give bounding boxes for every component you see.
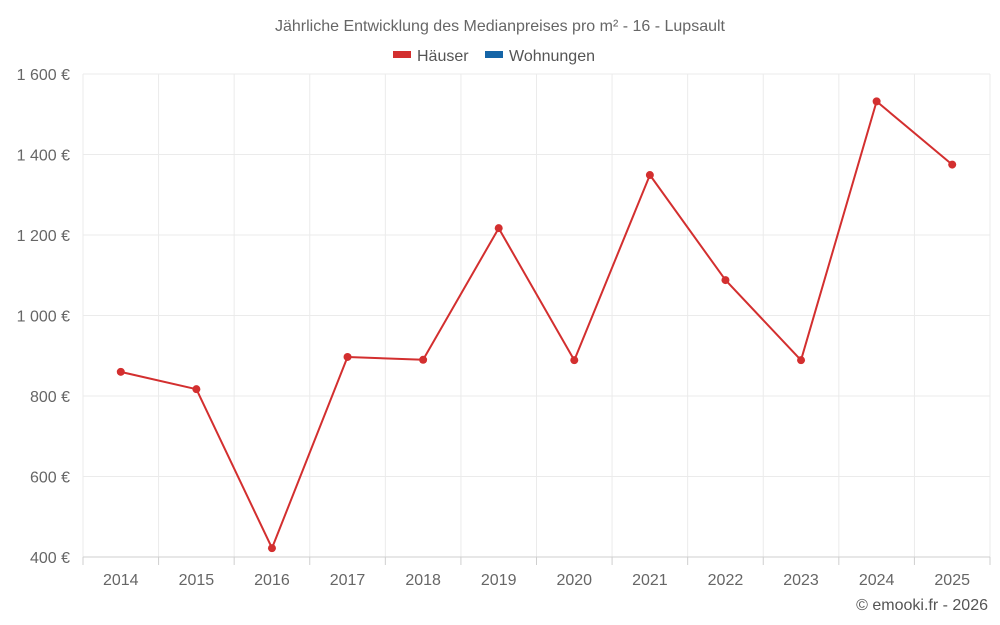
legend-item-wohnungen[interactable]: Wohnungen xyxy=(485,48,595,65)
y-tick-label: 400 € xyxy=(30,550,70,567)
series xyxy=(116,97,957,553)
x-tick-label: 2024 xyxy=(859,572,895,589)
legend-label-hauser: Häuser xyxy=(417,48,469,65)
x-tick-label: 2025 xyxy=(934,572,970,589)
data-point[interactable] xyxy=(192,385,201,394)
chart-title: Jährliche Entwicklung des Medianpreises … xyxy=(275,18,726,35)
x-tick-label: 2017 xyxy=(330,572,366,589)
x-tick-label: 2016 xyxy=(254,572,290,589)
series-line-hauser xyxy=(120,100,953,550)
x-tick-label: 2020 xyxy=(556,572,592,589)
data-point[interactable] xyxy=(645,171,654,180)
legend: Häuser Wohnungen xyxy=(393,48,595,65)
x-tick-label: 2018 xyxy=(405,572,441,589)
x-tick-label: 2014 xyxy=(103,572,139,589)
legend-item-hauser[interactable]: Häuser xyxy=(393,48,469,65)
legend-swatch-hauser xyxy=(393,51,411,58)
data-point[interactable] xyxy=(267,544,276,553)
data-point[interactable] xyxy=(116,367,125,376)
data-point[interactable] xyxy=(343,352,352,361)
x-axis-ticks: 2014 2015 2016 2017 2018 2019 2020 2021 2022 2023… xyxy=(103,572,970,589)
data-point[interactable] xyxy=(419,355,428,364)
data-point[interactable] xyxy=(872,97,881,106)
gridlines xyxy=(82,73,991,557)
x-tick-label: 2021 xyxy=(632,572,668,589)
credit-text: © emooki.fr - 2026 xyxy=(856,597,988,614)
y-tick-label: 1 600 € xyxy=(17,67,70,84)
axes xyxy=(82,556,991,565)
y-tick-label: 1 400 € xyxy=(17,148,70,165)
y-tick-label: 800 € xyxy=(30,389,70,406)
x-tick-label: 2022 xyxy=(708,572,744,589)
data-point[interactable] xyxy=(797,356,806,365)
data-point[interactable] xyxy=(494,224,503,233)
data-point[interactable] xyxy=(570,356,579,365)
y-tick-label: 1 200 € xyxy=(17,228,70,245)
x-tick-label: 2019 xyxy=(481,572,517,589)
y-tick-label: 600 € xyxy=(30,470,70,487)
x-tick-label: 2023 xyxy=(783,572,819,589)
legend-swatch-wohnungen xyxy=(485,51,503,58)
data-point[interactable] xyxy=(948,160,957,169)
x-tick-label: 2015 xyxy=(179,572,215,589)
legend-label-wohnungen: Wohnungen xyxy=(509,48,595,65)
y-axis-ticks: 400 € 600 € 800 € 1 000 € 1 200 € 1 400 € 1 60… xyxy=(17,67,70,567)
y-tick-label: 1 000 € xyxy=(17,309,70,326)
data-point[interactable] xyxy=(721,276,730,285)
